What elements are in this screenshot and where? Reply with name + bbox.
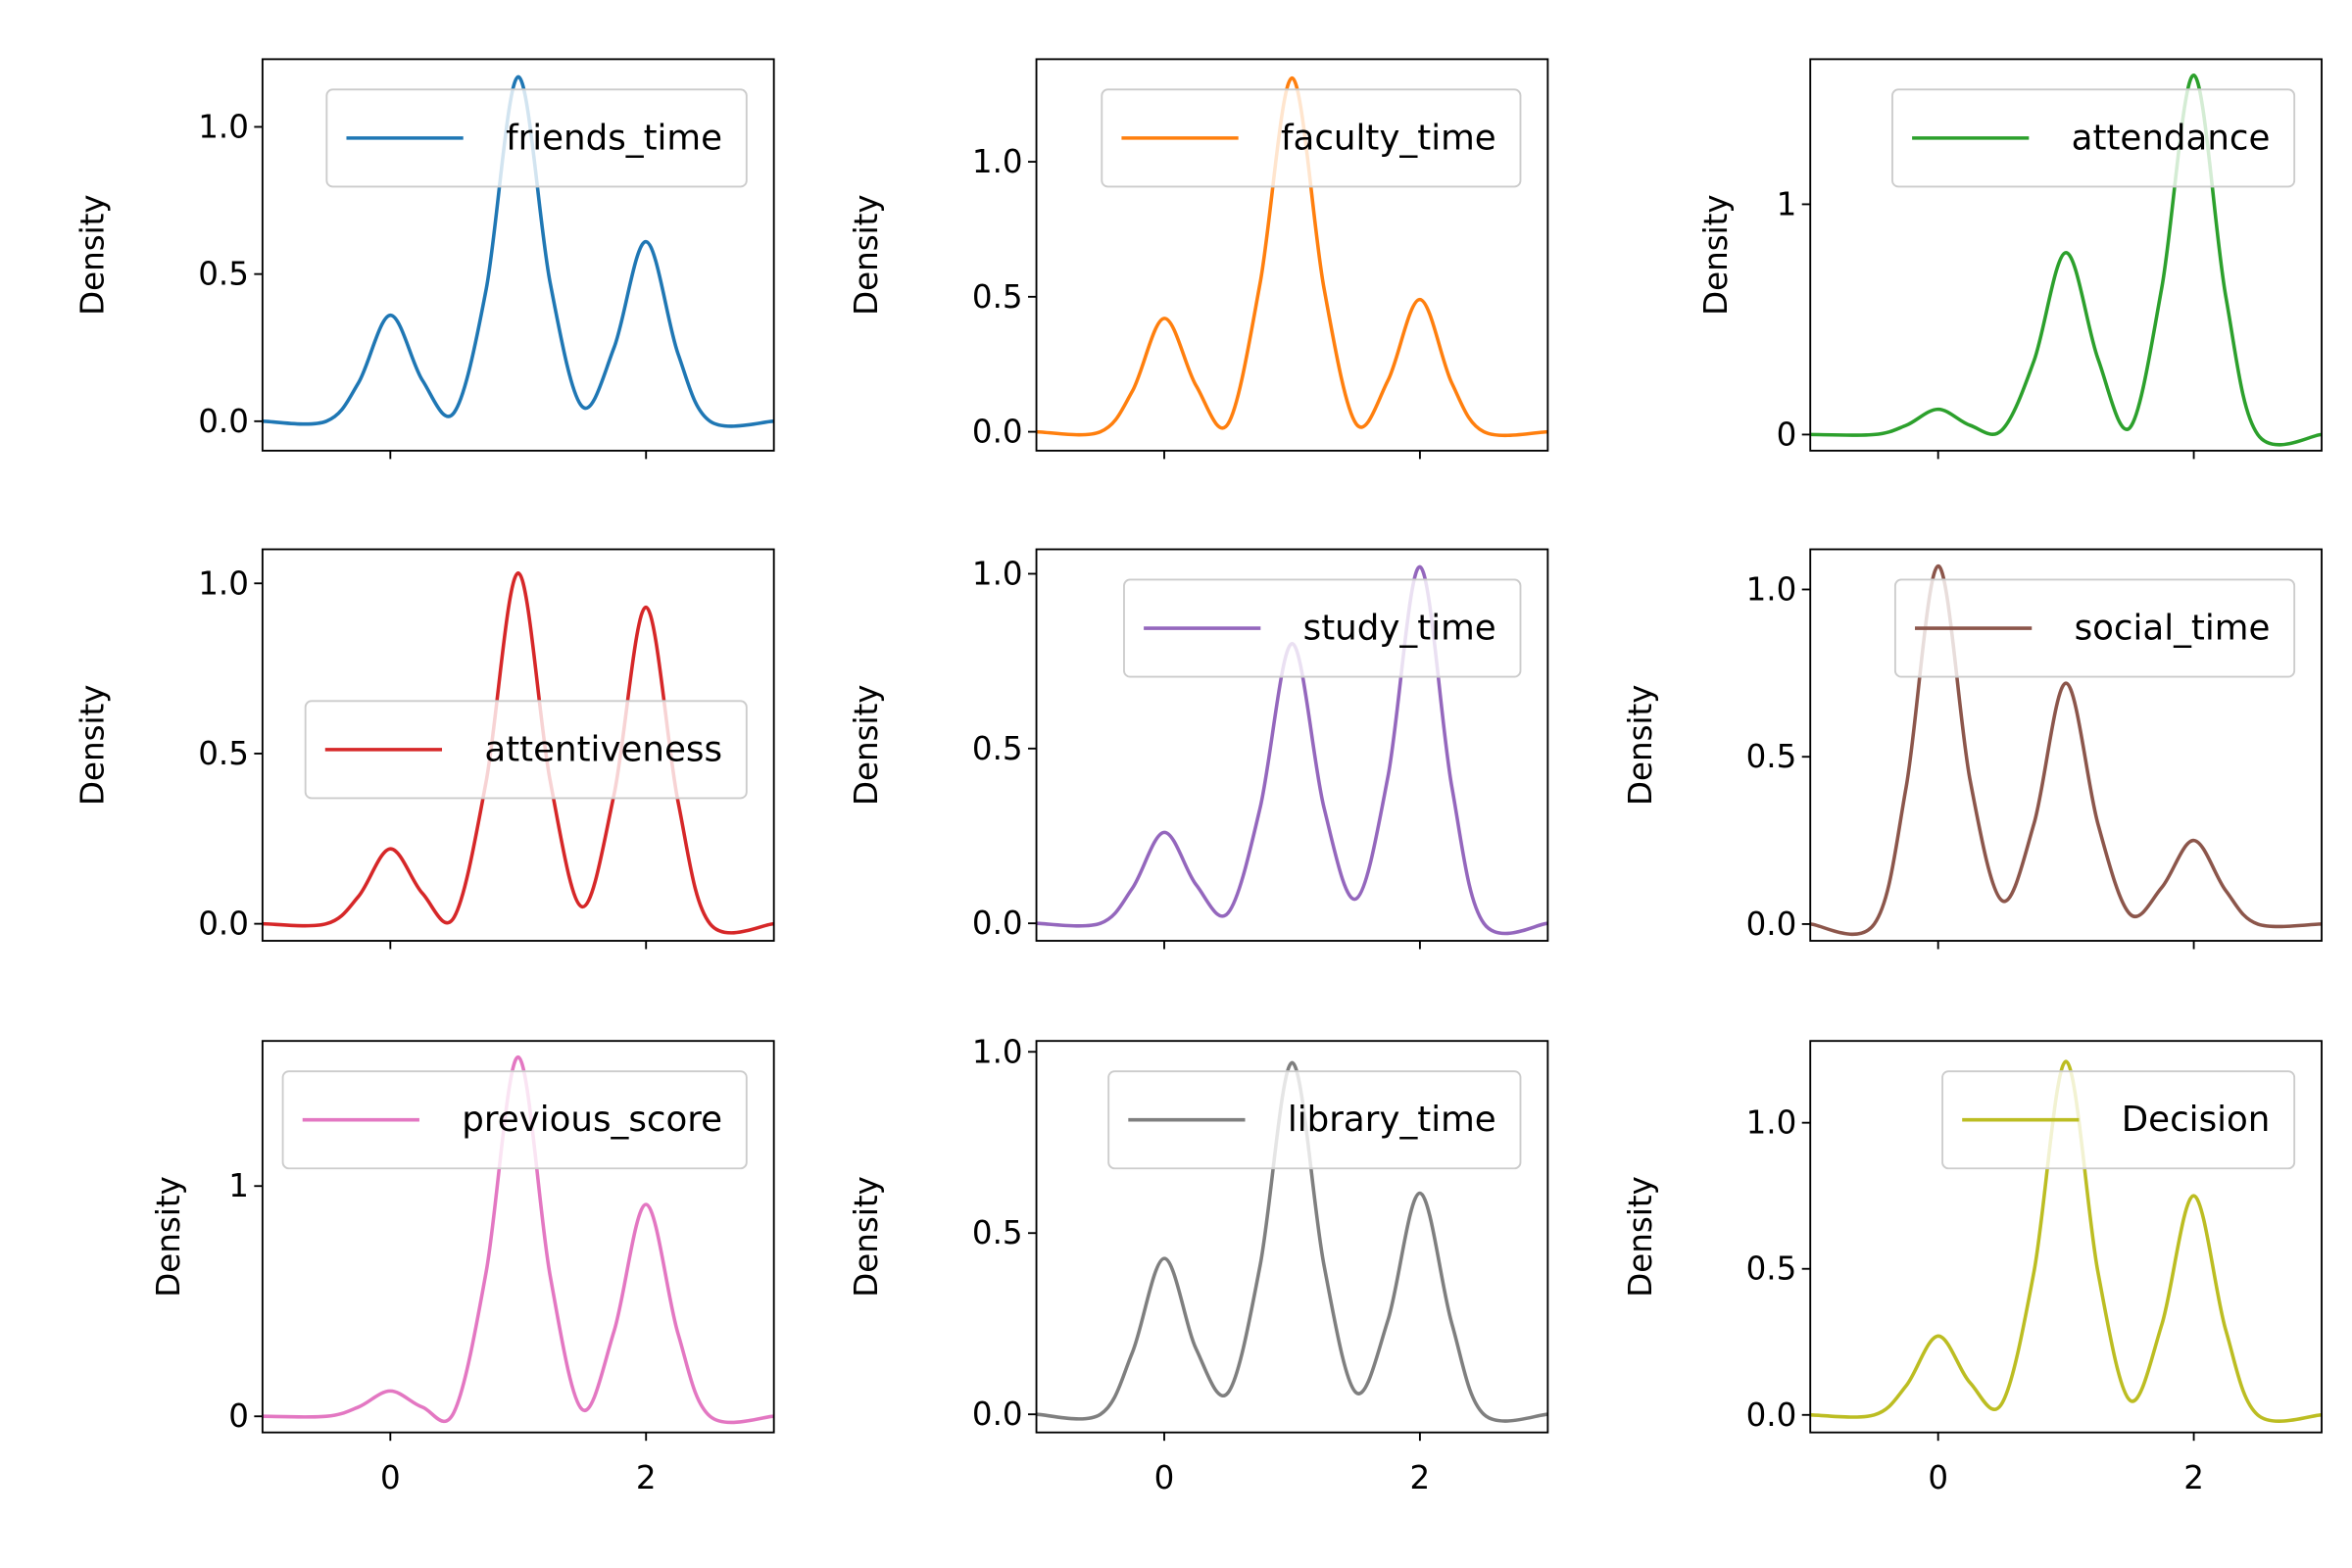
axes-frame	[1809, 58, 2323, 452]
y-tick-label: 0	[1777, 416, 1797, 453]
y-tick-label: 1.0	[972, 555, 1023, 592]
density-line-friends_time	[262, 74, 774, 428]
subplot-faculty_time: 0.0 0.5 1.0 Density faculty_time	[848, 58, 1549, 460]
axes-frame	[261, 548, 775, 942]
legend: study_time	[1123, 578, 1522, 678]
axes-frame	[1035, 548, 1549, 942]
legend-frame	[325, 88, 748, 188]
subplot-library_time: 0.0 0.5 1.0 0 2 Density library_time	[848, 1033, 1549, 1496]
legend-frame	[1941, 1070, 2296, 1170]
legend-label: study_time	[1303, 609, 1496, 649]
y-axis-label: Density	[848, 684, 885, 806]
axes-frame	[1035, 1040, 1549, 1434]
y-tick-label: 0.5	[972, 278, 1023, 316]
axes-frame	[1809, 548, 2323, 942]
axes-frame	[1809, 1040, 2323, 1434]
y-axis-label: Density	[1697, 194, 1735, 316]
legend-frame	[1123, 578, 1522, 678]
legend-label: previous_score	[462, 1100, 722, 1140]
x-tick-label: 0	[1928, 1459, 1948, 1496]
subplot-Decision: 0.0 0.5 1.0 0 2 Density Decision	[1622, 1040, 2323, 1496]
legend-label: social_time	[2075, 609, 2271, 649]
subplot-previous_score: 0 1 0 2 Density previous_score	[150, 1040, 775, 1496]
y-tick-label: 1.0	[1746, 570, 1797, 608]
axes-frame	[261, 1040, 775, 1434]
x-tick-label: 2	[636, 1459, 657, 1496]
legend-label: attendance	[2072, 118, 2271, 158]
y-tick-label: 1.0	[198, 108, 249, 145]
x-tick-label: 2	[2183, 1459, 2204, 1496]
y-tick-label: 0	[228, 1397, 249, 1435]
y-tick-label: 0.0	[198, 403, 249, 440]
legend-frame	[281, 1070, 748, 1170]
legend: Decision	[1941, 1070, 2296, 1170]
legend-label: library_time	[1288, 1100, 1496, 1140]
legend-frame	[1891, 88, 2296, 188]
density-line-faculty_time	[1036, 75, 1548, 438]
legend: faculty_time	[1101, 88, 1522, 188]
legend: previous_score	[281, 1070, 748, 1170]
legend-label: Decision	[2122, 1100, 2271, 1140]
legend-frame	[304, 700, 748, 800]
y-axis-label: Density	[1622, 684, 1659, 806]
y-axis-label: Density	[74, 194, 111, 316]
density-line-social_time	[1809, 564, 2323, 936]
y-tick-label: 0.0	[198, 906, 249, 943]
subplot-social_time: 0.0 0.5 1.0 Density social_time	[1622, 548, 2323, 950]
x-tick-label: 2	[1410, 1459, 1431, 1496]
y-tick-label: 0.5	[1746, 1250, 1797, 1288]
axes-frame	[1035, 58, 1549, 452]
y-tick-label: 1.0	[1746, 1104, 1797, 1142]
legend: social_time	[1893, 578, 2296, 678]
subplot-study_time: 0.0 0.5 1.0 Density study_time	[848, 548, 1549, 950]
y-tick-label: 1.0	[198, 564, 249, 602]
y-axis-label: Density	[74, 684, 111, 806]
x-tick-label: 0	[380, 1459, 401, 1496]
legend: attendance	[1891, 88, 2296, 188]
subplot-attendance: 0 1 Density attendance	[1697, 58, 2323, 460]
y-tick-label: 0.0	[972, 1396, 1023, 1433]
axes-frame	[261, 58, 775, 452]
x-tick-label: 0	[1154, 1459, 1175, 1496]
y-axis-label: Density	[1622, 1176, 1659, 1298]
legend-label: attentiveness	[484, 729, 722, 769]
y-tick-label: 0.5	[972, 1214, 1023, 1251]
legend: attentiveness	[304, 700, 748, 800]
y-tick-label: 0.5	[198, 735, 249, 772]
y-tick-label: 0.5	[1746, 738, 1797, 775]
legend-frame	[1893, 578, 2296, 678]
subplot-friends_time: 0.0 0.5 1.0 Density friends_time	[74, 58, 775, 460]
density-line-attendance	[1810, 74, 2323, 447]
legend-frame	[1101, 88, 1522, 188]
y-axis-label: Density	[848, 194, 885, 316]
y-tick-label: 1.0	[972, 1033, 1023, 1070]
y-axis-label: Density	[150, 1176, 187, 1298]
y-tick-label: 1.0	[972, 143, 1023, 180]
density-line-study_time	[1036, 564, 1548, 936]
legend-frame	[1107, 1070, 1522, 1170]
legend: friends_time	[325, 88, 748, 188]
legend-label: friends_time	[506, 118, 722, 158]
y-tick-label: 1	[1777, 185, 1797, 222]
y-tick-label: 0.5	[198, 256, 249, 293]
y-tick-label: 0.0	[972, 414, 1023, 451]
legend: library_time	[1107, 1070, 1522, 1170]
subplot-attentiveness: 0.0 0.5 1.0 Density attentiveness	[74, 548, 775, 950]
y-tick-label: 0.0	[972, 905, 1023, 942]
y-tick-label: 0.0	[1746, 1396, 1797, 1434]
y-tick-label: 0.5	[972, 730, 1023, 767]
y-tick-label: 0.0	[1746, 906, 1797, 943]
y-tick-label: 1	[228, 1167, 249, 1204]
y-axis-label: Density	[848, 1176, 885, 1298]
legend-label: faculty_time	[1281, 118, 1496, 158]
